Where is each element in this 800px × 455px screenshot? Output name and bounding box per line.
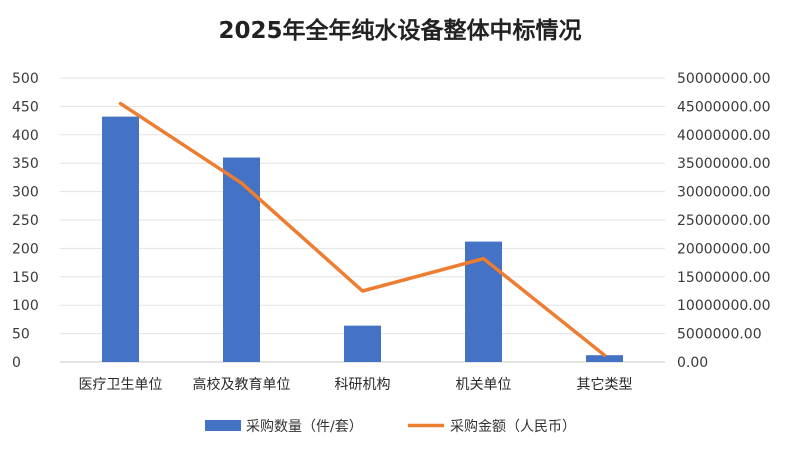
line-series-path bbox=[118, 101, 607, 357]
legend-line-label: 采购金额（人民币） bbox=[450, 419, 576, 435]
left-tick-label: 400 bbox=[12, 128, 39, 144]
right-tick-label: 50000000.00 bbox=[677, 71, 771, 87]
left-tick-label: 50 bbox=[12, 327, 30, 343]
legend: 采购数量（件/套） 采购金额（人民币） bbox=[205, 419, 576, 435]
line-series bbox=[118, 101, 607, 357]
right-tick-label: 30000000.00 bbox=[677, 185, 771, 201]
bar bbox=[223, 157, 260, 362]
x-axis: 医疗卫生单位 高校及教育单位 科研机构 机关单位 其它类型 bbox=[79, 376, 633, 393]
left-tick-label: 300 bbox=[12, 185, 39, 201]
bar bbox=[102, 116, 139, 363]
left-tick-label: 100 bbox=[12, 298, 39, 314]
right-y-axis: 0.00 5000000.00 10000000.00 15000000.00 2000… bbox=[677, 71, 771, 371]
x-tick-label: 其它类型 bbox=[577, 376, 633, 393]
left-tick-label: 500 bbox=[12, 71, 39, 87]
left-tick-label: 150 bbox=[12, 270, 39, 286]
x-tick-label: 科研机构 bbox=[335, 377, 391, 393]
bar bbox=[586, 355, 623, 362]
left-y-axis: 0 50 100 150 200 250 300 350 400 450 500 bbox=[12, 71, 39, 371]
legend-bar-label: 采购数量（件/套） bbox=[246, 419, 363, 435]
left-tick-label: 250 bbox=[12, 213, 39, 229]
right-tick-label: 40000000.00 bbox=[677, 128, 771, 144]
left-tick-label: 200 bbox=[12, 241, 39, 257]
left-tick-label: 450 bbox=[12, 99, 39, 115]
left-tick-label: 0 bbox=[12, 355, 21, 371]
left-tick-label: 350 bbox=[12, 156, 39, 172]
x-tick-label: 医疗卫生单位 bbox=[79, 377, 163, 393]
x-tick-label: 机关单位 bbox=[456, 377, 512, 393]
right-tick-label: 15000000.00 bbox=[677, 270, 771, 286]
right-tick-label: 25000000.00 bbox=[677, 213, 771, 229]
right-tick-label: 5000000.00 bbox=[677, 327, 762, 343]
x-tick-label: 高校及教育单位 bbox=[193, 376, 291, 393]
bar-series bbox=[102, 116, 623, 363]
legend-bar-swatch bbox=[205, 420, 241, 431]
right-tick-label: 35000000.00 bbox=[677, 156, 771, 172]
right-tick-label: 20000000.00 bbox=[677, 241, 771, 257]
bar bbox=[344, 325, 381, 362]
right-tick-label: 45000000.00 bbox=[677, 99, 771, 115]
chart-title: 2025年全年纯水设备整体中标情况 bbox=[218, 17, 581, 44]
right-tick-label: 0.00 bbox=[677, 355, 708, 371]
gridlines bbox=[60, 77, 665, 363]
right-tick-label: 10000000.00 bbox=[677, 298, 771, 314]
